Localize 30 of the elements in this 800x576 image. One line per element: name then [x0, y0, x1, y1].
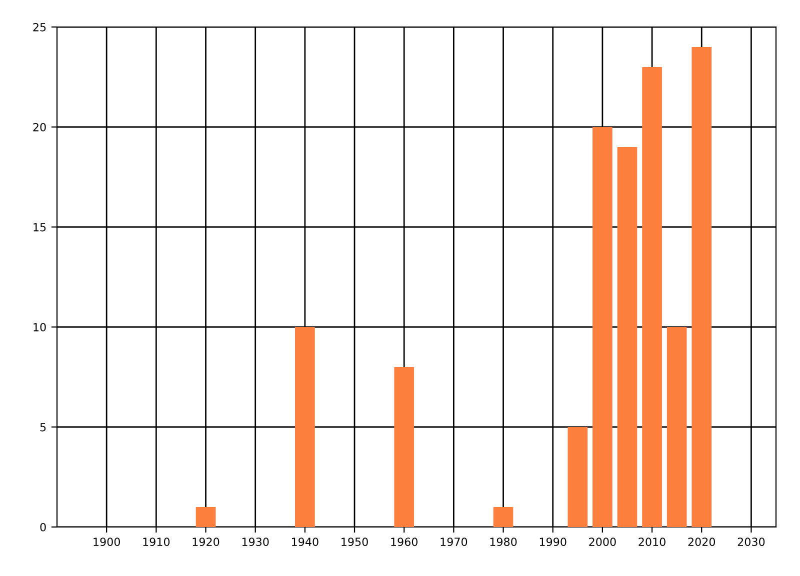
- x-tick-label: 1900: [94, 538, 120, 546]
- bar: [394, 367, 414, 527]
- y-tick-label: 0: [40, 522, 46, 532]
- bar: [642, 67, 662, 527]
- x-tick-label: 2000: [589, 538, 616, 546]
- x-tick-label: 1930: [242, 538, 269, 546]
- x-tick-label: 2030: [738, 538, 765, 546]
- y-tick-label: 25: [33, 22, 46, 32]
- bar: [592, 127, 612, 527]
- bar: [692, 47, 712, 527]
- x-tick-label: 1980: [490, 538, 517, 546]
- x-tick-label: 1940: [292, 538, 318, 546]
- x-tick-label: 1920: [192, 538, 220, 546]
- y-tick-label: 15: [34, 223, 46, 232]
- x-tick-label: 2020: [688, 538, 716, 546]
- y-tick-label: 20: [33, 122, 46, 132]
- bar: [568, 427, 588, 527]
- x-tick-label: 1910: [143, 538, 170, 546]
- bar: [666, 327, 687, 527]
- bar: [617, 147, 638, 527]
- bar: [493, 507, 514, 527]
- x-tick-label: 1960: [391, 538, 418, 546]
- x-tick-label: 2010: [638, 538, 666, 546]
- x-tick-label: 1990: [540, 538, 566, 546]
- y-tick-label: 10: [34, 322, 46, 332]
- x-tick-label: 1950: [342, 538, 368, 546]
- bar: [196, 507, 216, 527]
- y-tick-label: 5: [40, 423, 46, 432]
- x-tick-label: 1970: [440, 538, 468, 546]
- bar: [295, 327, 315, 527]
